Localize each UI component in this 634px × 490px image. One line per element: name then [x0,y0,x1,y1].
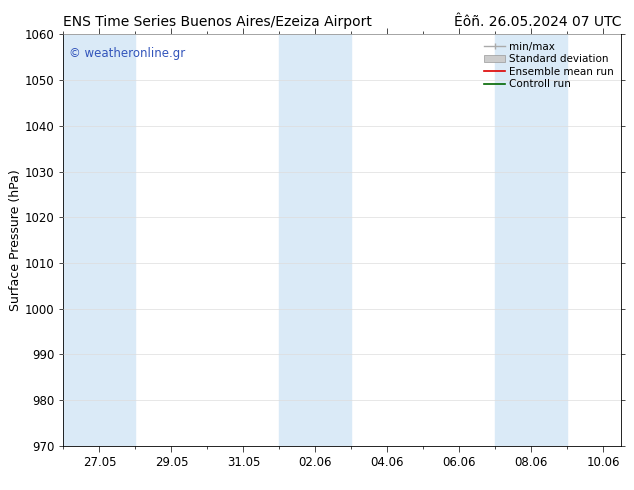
Bar [495,34,567,446]
Bar [63,34,136,446]
Text: ENS Time Series Buenos Aires/Ezeiza Airport: ENS Time Series Buenos Aires/Ezeiza Airp… [63,15,372,29]
Y-axis label: Surface Pressure (hPa): Surface Pressure (hPa) [9,169,22,311]
Legend: min/max, Standard deviation, Ensemble mean run, Controll run: min/max, Standard deviation, Ensemble me… [482,40,616,92]
Bar [280,34,351,446]
Text: © weatheronline.gr: © weatheronline.gr [69,47,185,60]
Text: Êôñ. 26.05.2024 07 UTC: Êôñ. 26.05.2024 07 UTC [454,15,621,29]
